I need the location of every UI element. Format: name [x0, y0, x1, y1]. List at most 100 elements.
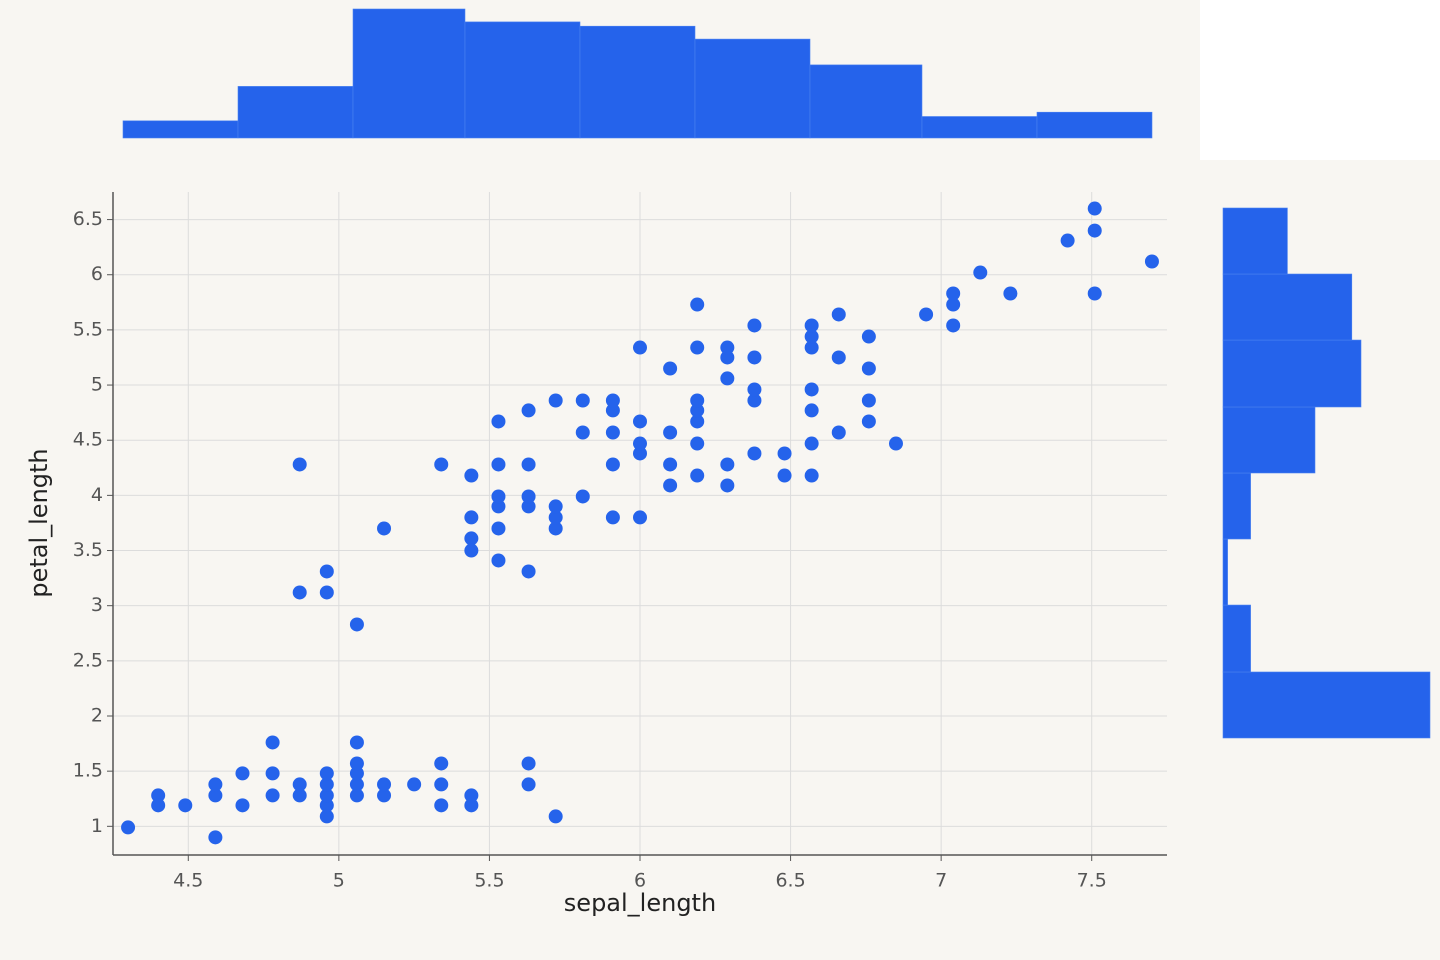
point	[861, 361, 876, 376]
point	[1144, 254, 1159, 269]
y-tick-label: 2	[91, 705, 103, 727]
point	[521, 457, 536, 472]
point	[605, 510, 620, 525]
point	[235, 798, 250, 813]
point	[747, 382, 762, 397]
corner-panel	[1200, 0, 1440, 160]
point	[1087, 201, 1102, 216]
point	[804, 340, 819, 355]
point	[151, 798, 166, 813]
point	[407, 777, 422, 792]
point	[349, 777, 364, 792]
point	[804, 403, 819, 418]
y-tick-label: 1	[91, 815, 103, 837]
point	[663, 425, 678, 440]
point	[663, 478, 678, 493]
point	[548, 521, 563, 536]
point	[319, 798, 334, 813]
point	[690, 340, 705, 355]
point	[946, 297, 961, 312]
y-axis-title: petal_length	[25, 448, 53, 597]
point	[831, 307, 846, 322]
y-tick-label: 6.5	[73, 208, 103, 230]
point	[1003, 286, 1018, 301]
point	[151, 788, 166, 803]
point	[663, 361, 678, 376]
y-tick-label: 6	[91, 263, 103, 285]
histogram-bar	[1222, 604, 1251, 673]
point	[605, 425, 620, 440]
point	[521, 777, 536, 792]
point	[605, 403, 620, 418]
point	[663, 457, 678, 472]
point	[633, 414, 647, 429]
point	[319, 777, 334, 792]
point	[720, 457, 735, 472]
point	[491, 521, 506, 536]
y-tick-label: 3	[91, 594, 103, 616]
histogram-bar	[1222, 406, 1316, 474]
point	[265, 735, 280, 750]
point	[804, 329, 819, 344]
point	[491, 499, 506, 514]
point	[521, 564, 536, 579]
point	[919, 307, 934, 322]
point	[831, 350, 846, 365]
histogram-bar	[921, 116, 1038, 139]
point	[861, 414, 876, 429]
point	[265, 766, 280, 781]
point	[633, 510, 647, 525]
point	[292, 777, 307, 792]
point	[491, 457, 506, 472]
histogram-bar	[809, 64, 923, 139]
point	[548, 499, 563, 514]
point	[633, 436, 647, 451]
point	[747, 318, 762, 333]
point	[605, 457, 620, 472]
point	[804, 468, 819, 483]
point	[208, 788, 223, 803]
histogram-bar	[1222, 671, 1431, 739]
histogram-bar	[579, 25, 696, 139]
y-tick-label: 5.5	[73, 318, 103, 340]
point	[464, 788, 479, 803]
point	[464, 531, 479, 546]
histogram-bar	[1036, 111, 1153, 139]
point	[491, 553, 506, 568]
point	[434, 756, 449, 771]
point	[690, 403, 705, 418]
point	[720, 350, 735, 365]
point	[491, 414, 506, 429]
histogram-bar	[1222, 207, 1288, 275]
point	[178, 798, 193, 813]
point	[319, 788, 334, 803]
point	[747, 350, 762, 365]
point	[377, 777, 392, 792]
point	[349, 735, 364, 750]
point	[377, 521, 392, 536]
x-tick-label: 7.5	[1077, 870, 1107, 892]
histogram-bar	[1222, 273, 1353, 341]
point	[861, 393, 876, 408]
histogram-bar	[694, 38, 811, 139]
point	[349, 756, 364, 771]
point	[464, 798, 479, 813]
point	[690, 414, 705, 429]
x-tick-label: 4.5	[173, 870, 203, 892]
point	[973, 265, 988, 280]
point	[720, 340, 735, 355]
point	[690, 468, 705, 483]
y-tick-label: 1.5	[73, 760, 103, 782]
point	[434, 457, 449, 472]
x-tick-label: 6	[634, 870, 646, 892]
histogram-bar	[1222, 538, 1228, 606]
x-axis-title: sepal_length	[564, 889, 716, 917]
point	[690, 297, 705, 312]
point	[521, 499, 536, 514]
point	[292, 788, 307, 803]
point	[575, 425, 590, 440]
point	[548, 809, 563, 824]
point	[319, 766, 334, 781]
y-tick-label: 3.5	[73, 539, 103, 561]
